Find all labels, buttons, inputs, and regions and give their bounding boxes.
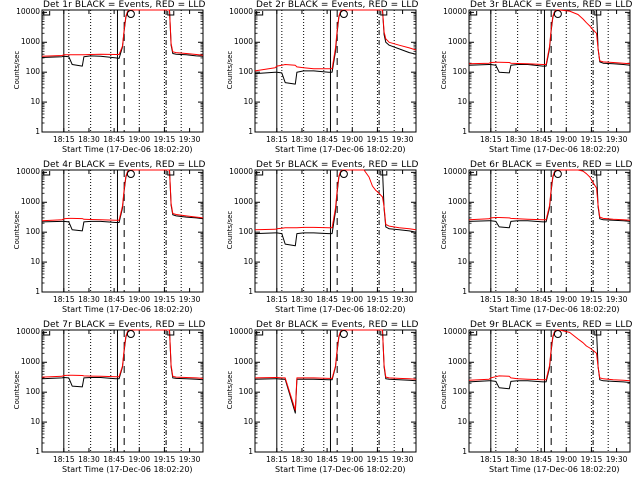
series-line-lld (468, 169, 631, 221)
plot-frame (41, 9, 204, 133)
series-line-events (41, 329, 204, 388)
panel-9 (468, 329, 631, 453)
attenuator-state-marker (256, 331, 264, 336)
attenuator-state-marker (380, 171, 388, 176)
series-line-lld (41, 329, 204, 379)
attenuator-state-marker (167, 11, 175, 16)
attenuator-state-marker (594, 331, 602, 336)
attenuator-state-marker (470, 171, 478, 176)
attenuator-state-marker (43, 171, 51, 176)
peak-marker-circle (126, 170, 135, 178)
peak-marker-circle (553, 10, 562, 18)
plot-frame (41, 169, 204, 293)
series-line-lld (254, 9, 417, 72)
panel-8 (254, 329, 417, 453)
attenuator-state-marker (43, 331, 51, 336)
peak-marker-circle (126, 330, 135, 338)
panel-4 (41, 169, 204, 293)
attenuator-state-marker (167, 331, 175, 336)
peak-marker-circle (553, 330, 562, 338)
plot-frame (468, 169, 631, 293)
series-line-lld (41, 9, 204, 57)
attenuator-state-marker (380, 11, 388, 16)
panel-2 (254, 9, 417, 133)
series-line-events (254, 329, 417, 414)
plot-frame (254, 329, 417, 453)
series-line-events (41, 9, 204, 67)
attenuator-state-marker (594, 171, 602, 176)
plot-frame (468, 329, 631, 453)
plot-frame (254, 9, 417, 133)
attenuator-state-marker (43, 11, 51, 16)
series-line-events (41, 169, 204, 232)
plot-frame (468, 9, 631, 133)
plot-frame (41, 329, 204, 453)
panel-5 (254, 169, 417, 293)
panel-6 (468, 169, 631, 293)
plot-frame (254, 169, 417, 293)
attenuator-state-marker (594, 11, 602, 16)
attenuator-state-marker (470, 331, 478, 336)
attenuator-state-marker (380, 331, 388, 336)
series-line-lld (254, 169, 417, 231)
series-line-lld (468, 329, 631, 382)
peak-marker-circle (126, 10, 135, 18)
panel-3 (468, 9, 631, 133)
attenuator-state-marker (256, 11, 264, 16)
peak-marker-circle (339, 170, 348, 178)
series-line-lld (41, 169, 204, 222)
series-line-lld (468, 9, 631, 65)
attenuator-state-marker (470, 11, 478, 16)
panel-1 (41, 9, 204, 133)
attenuator-state-marker (256, 171, 264, 176)
series-line-events (468, 329, 631, 390)
peak-marker-circle (339, 10, 348, 18)
panel-7 (41, 329, 204, 453)
peak-marker-circle (553, 170, 562, 178)
peak-marker-circle (339, 330, 348, 338)
series-line-events (468, 9, 631, 74)
series-line-lld (254, 329, 417, 411)
attenuator-state-marker (167, 171, 175, 176)
